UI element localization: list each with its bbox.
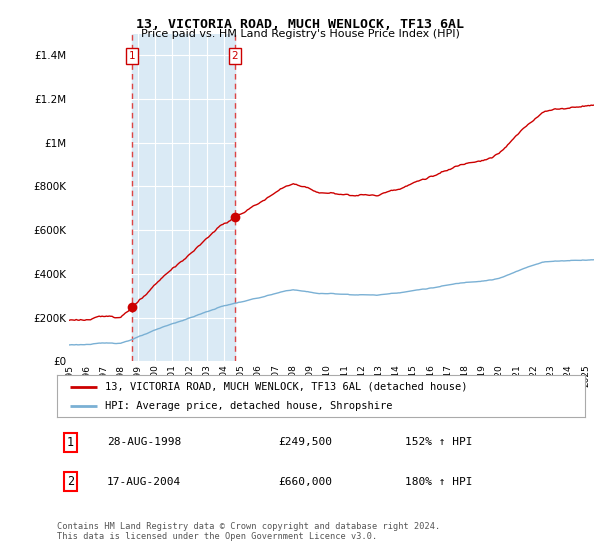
Text: 13, VICTORIA ROAD, MUCH WENLOCK, TF13 6AL (detached house): 13, VICTORIA ROAD, MUCH WENLOCK, TF13 6A… xyxy=(104,382,467,392)
Text: 28-AUG-1998: 28-AUG-1998 xyxy=(107,437,181,447)
Text: £249,500: £249,500 xyxy=(279,437,333,447)
Text: Contains HM Land Registry data © Crown copyright and database right 2024.
This d: Contains HM Land Registry data © Crown c… xyxy=(57,522,440,542)
Text: 1: 1 xyxy=(128,51,135,61)
Text: 13, VICTORIA ROAD, MUCH WENLOCK, TF13 6AL: 13, VICTORIA ROAD, MUCH WENLOCK, TF13 6A… xyxy=(136,18,464,31)
Text: 2: 2 xyxy=(232,51,238,61)
Text: 17-AUG-2004: 17-AUG-2004 xyxy=(107,477,181,487)
Text: Price paid vs. HM Land Registry's House Price Index (HPI): Price paid vs. HM Land Registry's House … xyxy=(140,29,460,39)
Text: HPI: Average price, detached house, Shropshire: HPI: Average price, detached house, Shro… xyxy=(104,402,392,411)
Text: 152% ↑ HPI: 152% ↑ HPI xyxy=(406,437,473,447)
Text: 1: 1 xyxy=(67,436,74,449)
Bar xyxy=(131,34,235,361)
Text: 180% ↑ HPI: 180% ↑ HPI xyxy=(406,477,473,487)
Text: 2: 2 xyxy=(67,475,74,488)
Text: £660,000: £660,000 xyxy=(279,477,333,487)
